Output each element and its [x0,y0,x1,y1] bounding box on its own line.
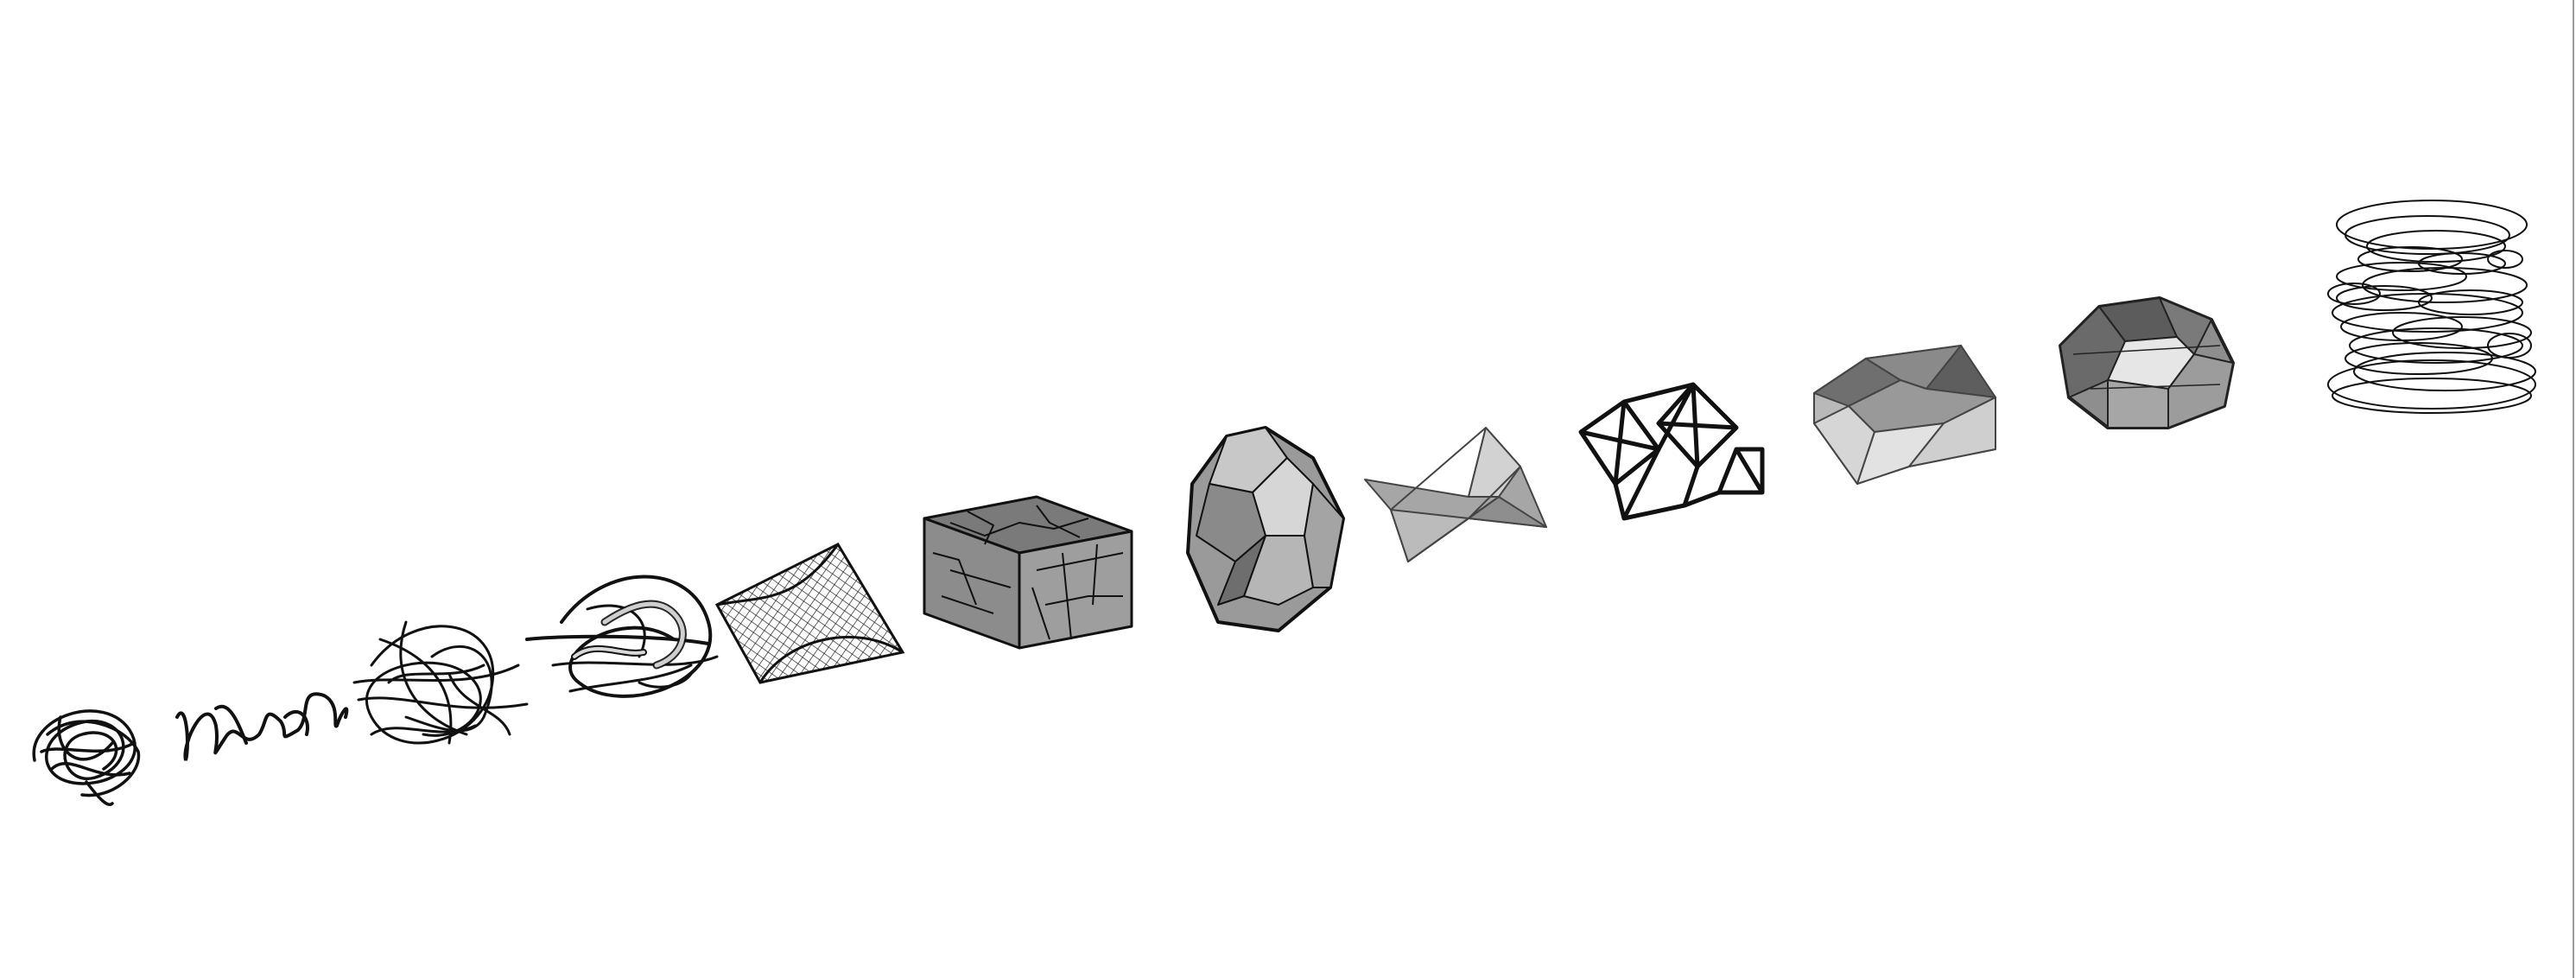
curve-tangle-large[interactable] [352,620,529,745]
contour-stack[interactable] [2327,200,2536,414]
faceted-polyhedron[interactable] [1186,426,1345,632]
spiky-mesh[interactable] [1364,427,1547,562]
viewport-edge [2573,0,2574,978]
saddle-surface[interactable] [714,543,905,684]
curve-squiggle[interactable] [175,692,349,761]
tube-tangle[interactable] [525,575,719,698]
voronoi-box[interactable] [923,495,1133,650]
curve-tangle-small[interactable] [32,709,141,806]
faceted-blob[interactable] [2059,296,2235,429]
triangulated-slab[interactable] [1813,345,1996,485]
wire-lattice[interactable] [1578,382,1765,521]
